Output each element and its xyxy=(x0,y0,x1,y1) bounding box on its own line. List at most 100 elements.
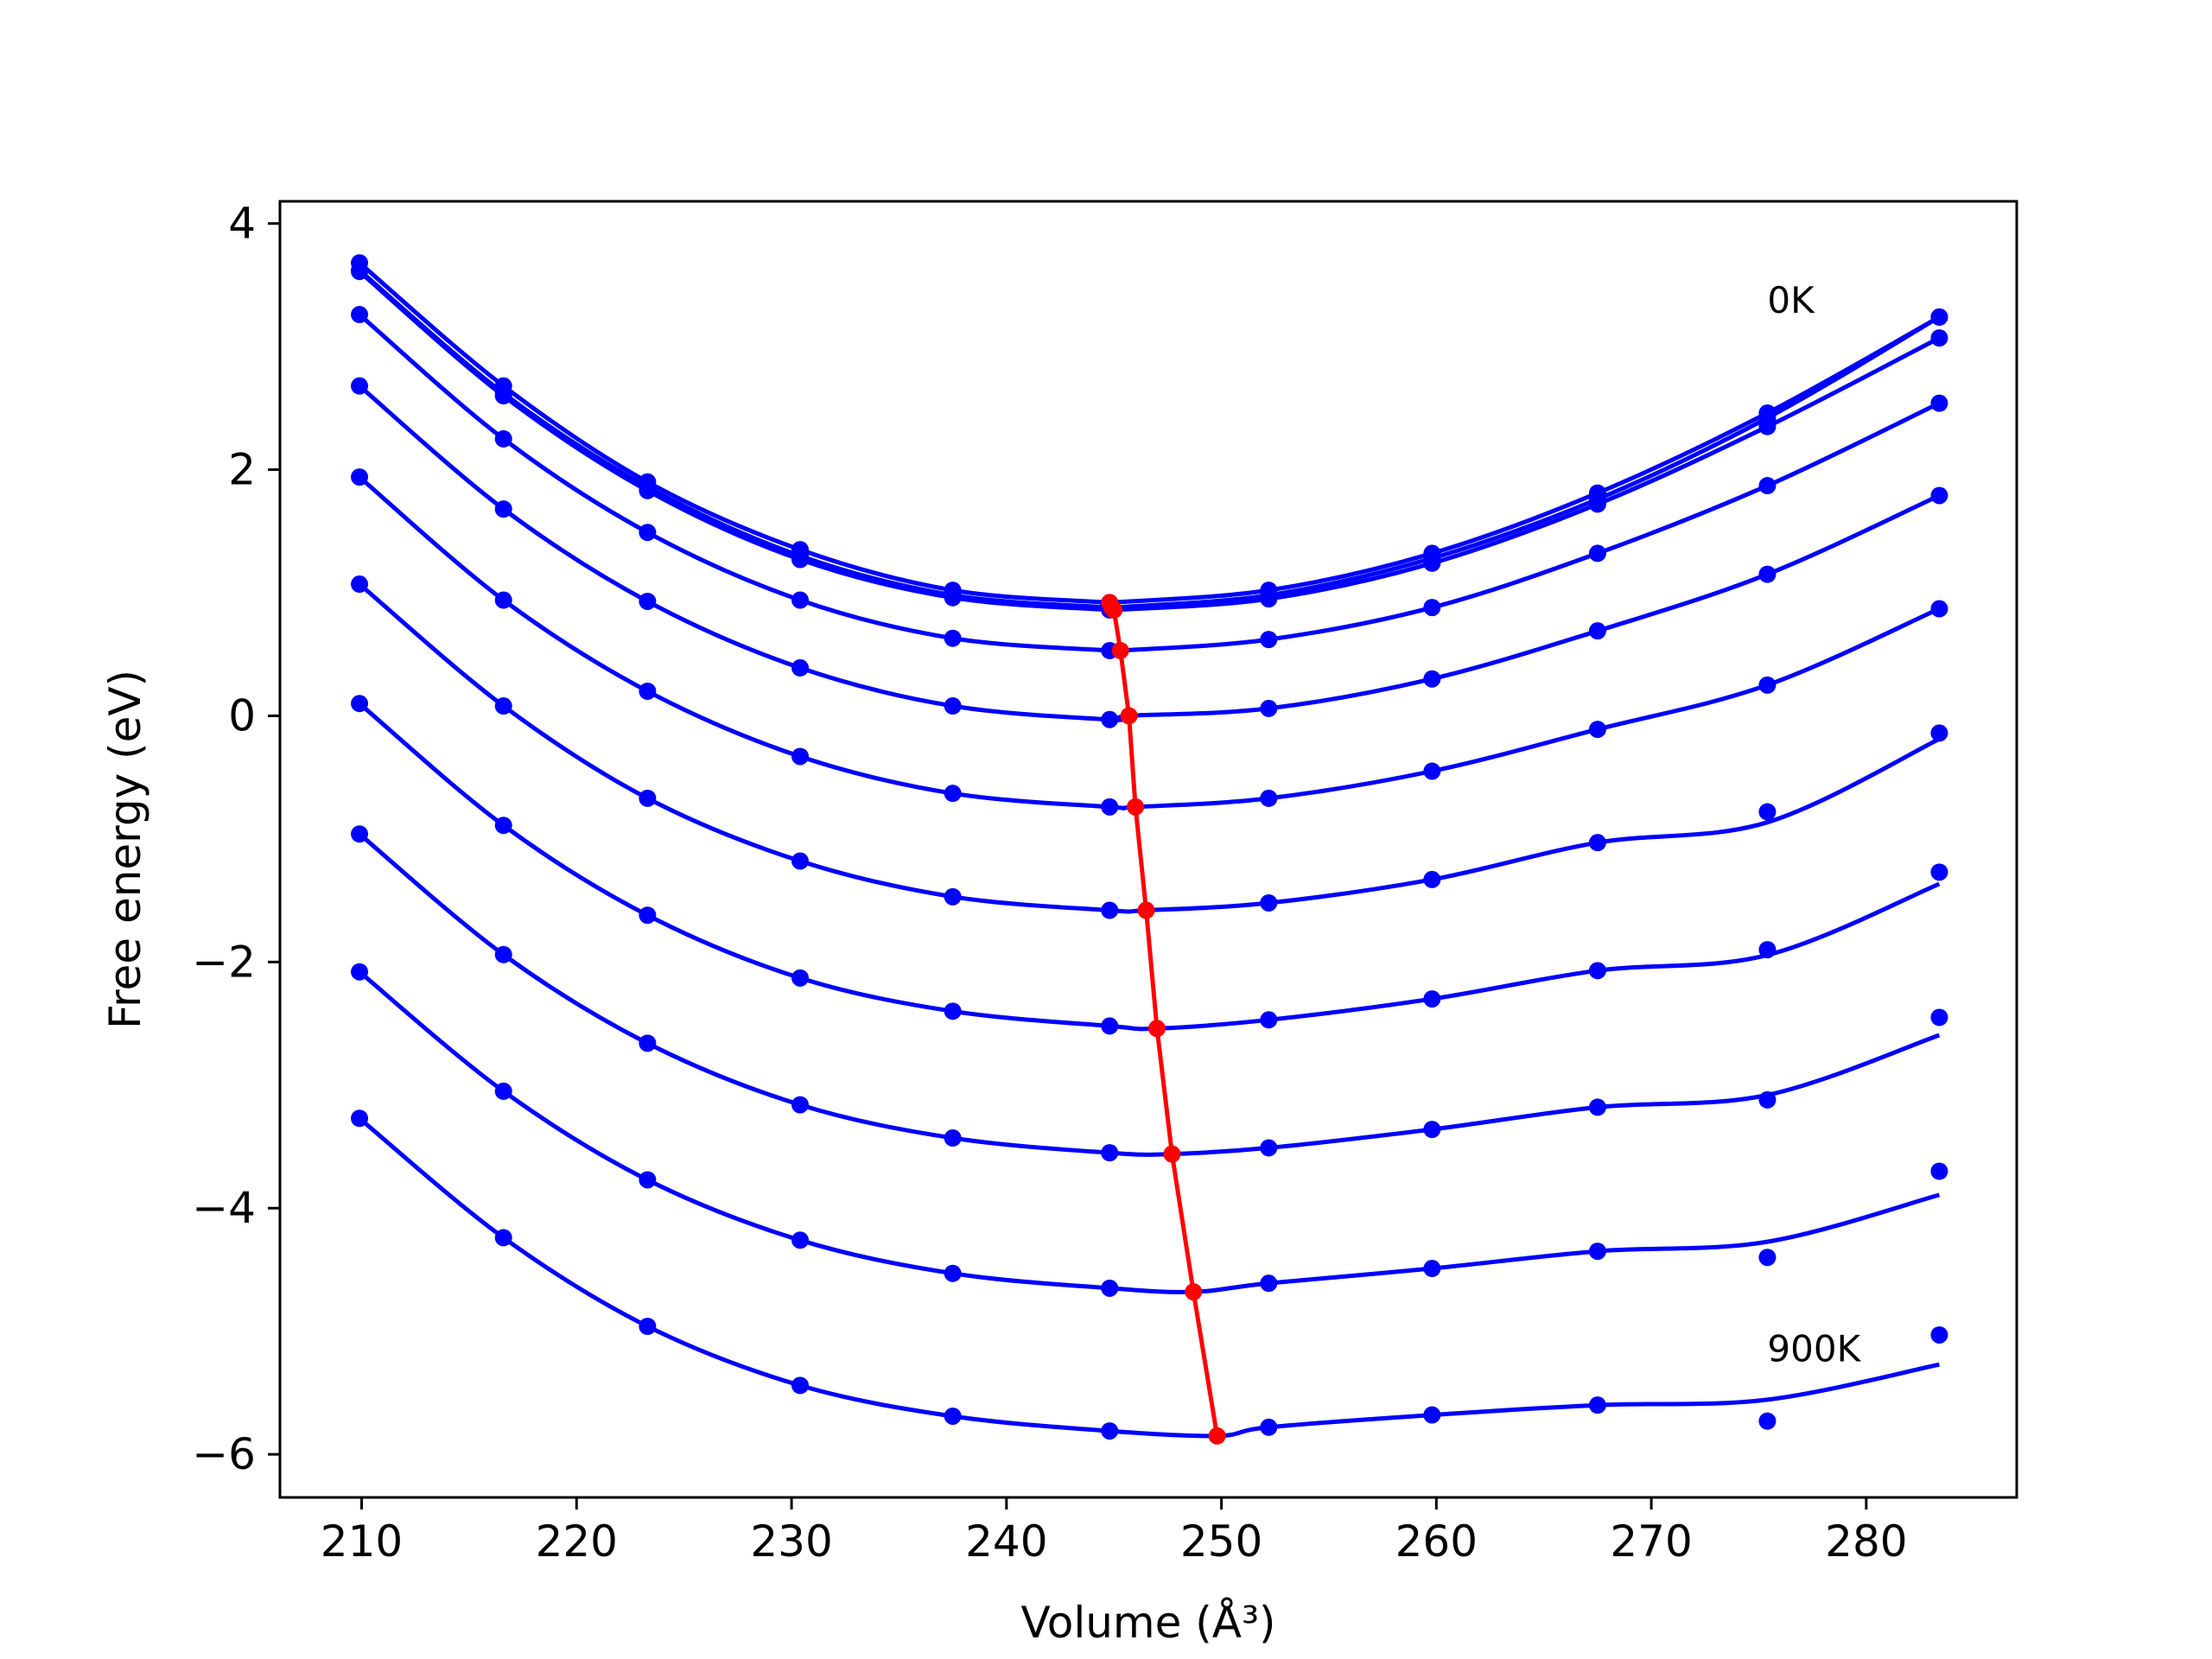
data-point xyxy=(944,1407,962,1425)
data-point xyxy=(1930,600,1948,618)
annotations: 0K 900K xyxy=(1767,279,1861,1370)
data-point xyxy=(494,1229,512,1247)
data-point xyxy=(791,550,810,569)
data-point xyxy=(1758,1249,1777,1267)
x-tick-label: 280 xyxy=(1825,1516,1907,1567)
data-point xyxy=(791,591,810,609)
data-point xyxy=(494,387,512,405)
data-point xyxy=(944,785,962,803)
data-point xyxy=(351,825,369,843)
minimum-point xyxy=(1137,901,1155,919)
x-tick-label: 220 xyxy=(536,1516,618,1567)
x-tick-label: 250 xyxy=(1180,1516,1262,1567)
data-point xyxy=(1588,1243,1606,1261)
data-point xyxy=(351,377,369,395)
data-point xyxy=(1260,631,1278,649)
data-point xyxy=(639,1317,657,1335)
data-point xyxy=(1260,893,1278,912)
y-tick-label: 2 xyxy=(228,445,256,495)
minimum-point xyxy=(1185,1283,1203,1301)
annotation-0k: 0K xyxy=(1767,279,1815,321)
data-point xyxy=(1423,990,1441,1008)
x-axis-ticks: 210 220 230 240 250 260 270 280 xyxy=(321,1497,1908,1567)
data-point xyxy=(494,1082,512,1100)
data-point xyxy=(1758,1412,1777,1430)
data-point xyxy=(1930,308,1948,326)
x-tick-label: 230 xyxy=(750,1516,832,1567)
data-point xyxy=(1260,1274,1278,1293)
y-tick-label: −6 xyxy=(192,1429,256,1479)
data-point xyxy=(1101,1279,1119,1297)
fit-curves xyxy=(358,261,1941,1439)
data-point xyxy=(1423,670,1441,688)
data-point xyxy=(1588,1396,1606,1414)
minimum-point xyxy=(1163,1145,1181,1163)
fit-curve xyxy=(358,1116,1940,1439)
data-point xyxy=(639,789,657,807)
data-point xyxy=(944,588,962,607)
data-point xyxy=(944,887,962,906)
data-point xyxy=(1588,962,1606,980)
data-point xyxy=(1588,834,1606,852)
data-point xyxy=(1758,417,1777,435)
data-point xyxy=(791,852,810,870)
data-point xyxy=(791,658,810,677)
fit-curve xyxy=(358,261,1941,607)
x-tick-label: 270 xyxy=(1610,1516,1692,1567)
minimum-point xyxy=(1105,601,1123,619)
data-point xyxy=(1101,1017,1119,1035)
y-tick-label: 4 xyxy=(228,199,256,249)
data-point xyxy=(1423,870,1441,888)
data-point xyxy=(1758,803,1777,821)
minimum-point xyxy=(1147,1020,1166,1038)
x-tick-label: 210 xyxy=(321,1516,403,1567)
data-point xyxy=(1930,863,1948,881)
data-points xyxy=(351,254,1948,1440)
data-point xyxy=(639,1171,657,1189)
data-point xyxy=(1758,676,1777,694)
data-point xyxy=(1101,1144,1119,1162)
data-point xyxy=(1930,724,1948,742)
data-point xyxy=(944,697,962,715)
data-point xyxy=(1101,798,1119,816)
data-point xyxy=(1758,565,1777,583)
data-point xyxy=(351,695,369,713)
data-point xyxy=(1930,1162,1948,1180)
y-tick-label: −4 xyxy=(192,1183,256,1233)
data-point xyxy=(1930,394,1948,412)
data-point xyxy=(791,1376,810,1395)
data-point xyxy=(791,1096,810,1114)
data-point xyxy=(1423,599,1441,617)
data-point xyxy=(791,747,810,766)
data-point xyxy=(1101,901,1119,919)
minimum-line xyxy=(1101,594,1226,1445)
data-point xyxy=(351,963,369,981)
x-axis-label: Volume (Å³) xyxy=(1020,1598,1275,1648)
y-tick-label: −2 xyxy=(192,937,256,987)
fit-curve xyxy=(358,702,1941,1032)
data-point xyxy=(944,629,962,647)
data-point xyxy=(1758,941,1777,959)
data-point xyxy=(1930,329,1948,347)
minimum-point xyxy=(1120,707,1138,725)
data-point xyxy=(944,1264,962,1282)
data-point xyxy=(1423,1121,1441,1139)
y-axis-ticks: −6 −4 −2 0 2 4 xyxy=(192,199,280,1479)
data-point xyxy=(351,1109,369,1128)
fit-curve xyxy=(358,582,1941,914)
data-point xyxy=(1930,486,1948,505)
data-point xyxy=(1423,762,1441,780)
data-point xyxy=(1588,622,1606,640)
fit-curve xyxy=(358,268,1941,612)
data-point xyxy=(639,592,657,610)
data-point xyxy=(639,524,657,542)
data-point xyxy=(1260,590,1278,608)
data-point xyxy=(1260,1011,1278,1029)
fit-curve xyxy=(358,384,1941,722)
data-point xyxy=(1101,710,1119,728)
data-point xyxy=(1260,699,1278,717)
fit-curve xyxy=(358,475,1941,810)
data-point xyxy=(1260,1139,1278,1157)
data-point xyxy=(351,468,369,486)
